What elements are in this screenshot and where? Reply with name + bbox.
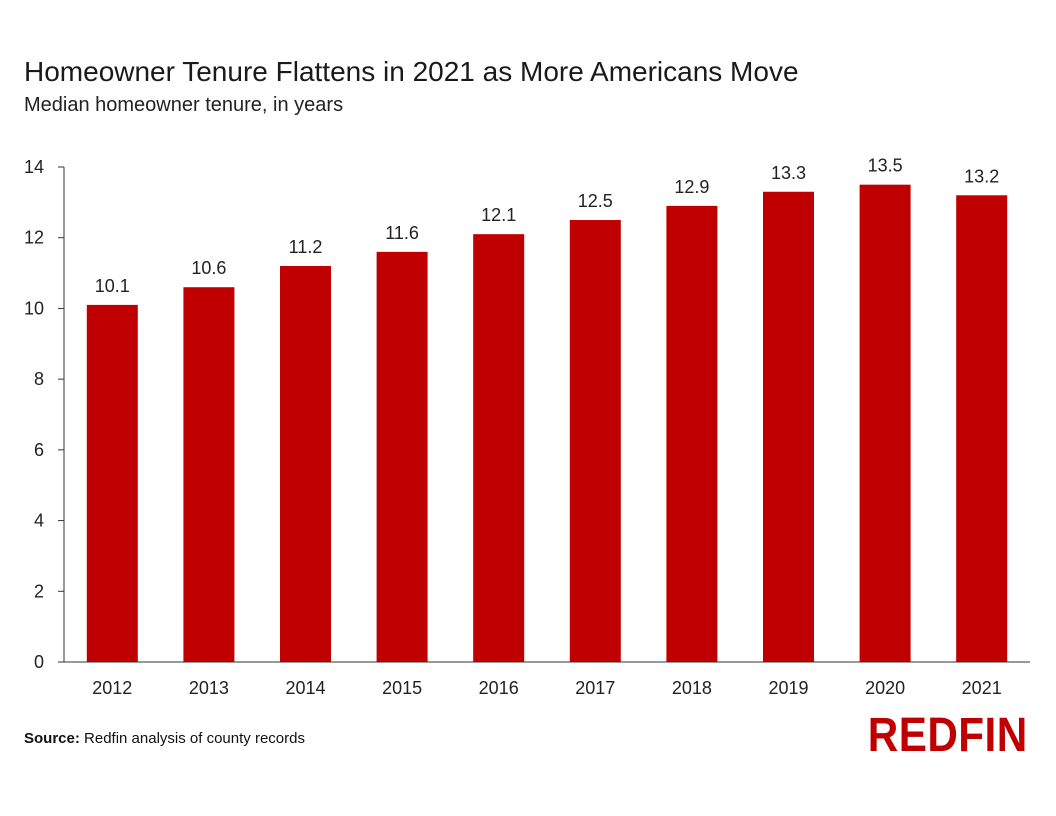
source-note: Source: Redfin analysis of county record…	[24, 730, 305, 747]
y-tick-label: 4	[34, 511, 44, 531]
bar	[956, 195, 1008, 662]
bar	[280, 266, 331, 662]
y-tick-label: 2	[34, 581, 44, 601]
bar	[569, 220, 621, 662]
data-label: 13.2	[964, 166, 999, 186]
data-label: 13.3	[771, 163, 806, 183]
data-label: 12.5	[578, 191, 613, 211]
y-tick-label: 6	[34, 440, 44, 460]
x-tick-label: 2020	[865, 678, 905, 698]
x-tick-label: 2019	[768, 678, 808, 698]
data-label: 10.6	[191, 258, 226, 278]
data-label: 10.1	[95, 276, 130, 296]
bar	[183, 287, 235, 662]
y-tick-label: 0	[34, 652, 44, 672]
chart-title: Homeowner Tenure Flattens in 2021 as Mor…	[24, 56, 799, 87]
x-tick-label: 2015	[382, 678, 422, 698]
x-tick-label: 2016	[479, 678, 519, 698]
source-text: Redfin analysis of county records	[79, 730, 305, 747]
data-label: 12.9	[674, 177, 709, 197]
bar	[763, 191, 814, 662]
bar-chart: 0 2 4 6 8 10 12 14 10.1 2012 10.6 2013 11.2 2014 11.6 2…	[24, 156, 1030, 698]
y-tick-label: 14	[24, 157, 44, 177]
x-tick-label: 2012	[92, 678, 132, 698]
x-tick-label: 2014	[285, 678, 325, 698]
bar	[473, 234, 525, 662]
y-tick-label: 8	[34, 369, 44, 389]
bar	[666, 205, 718, 662]
bar	[86, 304, 138, 662]
x-tick-label: 2013	[189, 678, 229, 698]
data-label: 11.6	[385, 223, 419, 243]
y-tick-label: 10	[24, 298, 44, 318]
data-label: 12.1	[481, 205, 516, 225]
redfin-logo: REDFIN	[868, 709, 1028, 762]
data-label: 13.5	[868, 156, 903, 176]
x-tick-label: 2021	[962, 678, 1002, 698]
bar	[376, 251, 428, 662]
data-label: 11.2	[289, 237, 323, 257]
bar	[859, 184, 911, 662]
x-tick-label: 2017	[575, 678, 615, 698]
source-label: Source:	[24, 730, 80, 747]
y-tick-label: 12	[24, 228, 44, 248]
x-tick-label: 2018	[672, 678, 712, 698]
chart-subtitle: Median homeowner tenure, in years	[24, 94, 344, 116]
